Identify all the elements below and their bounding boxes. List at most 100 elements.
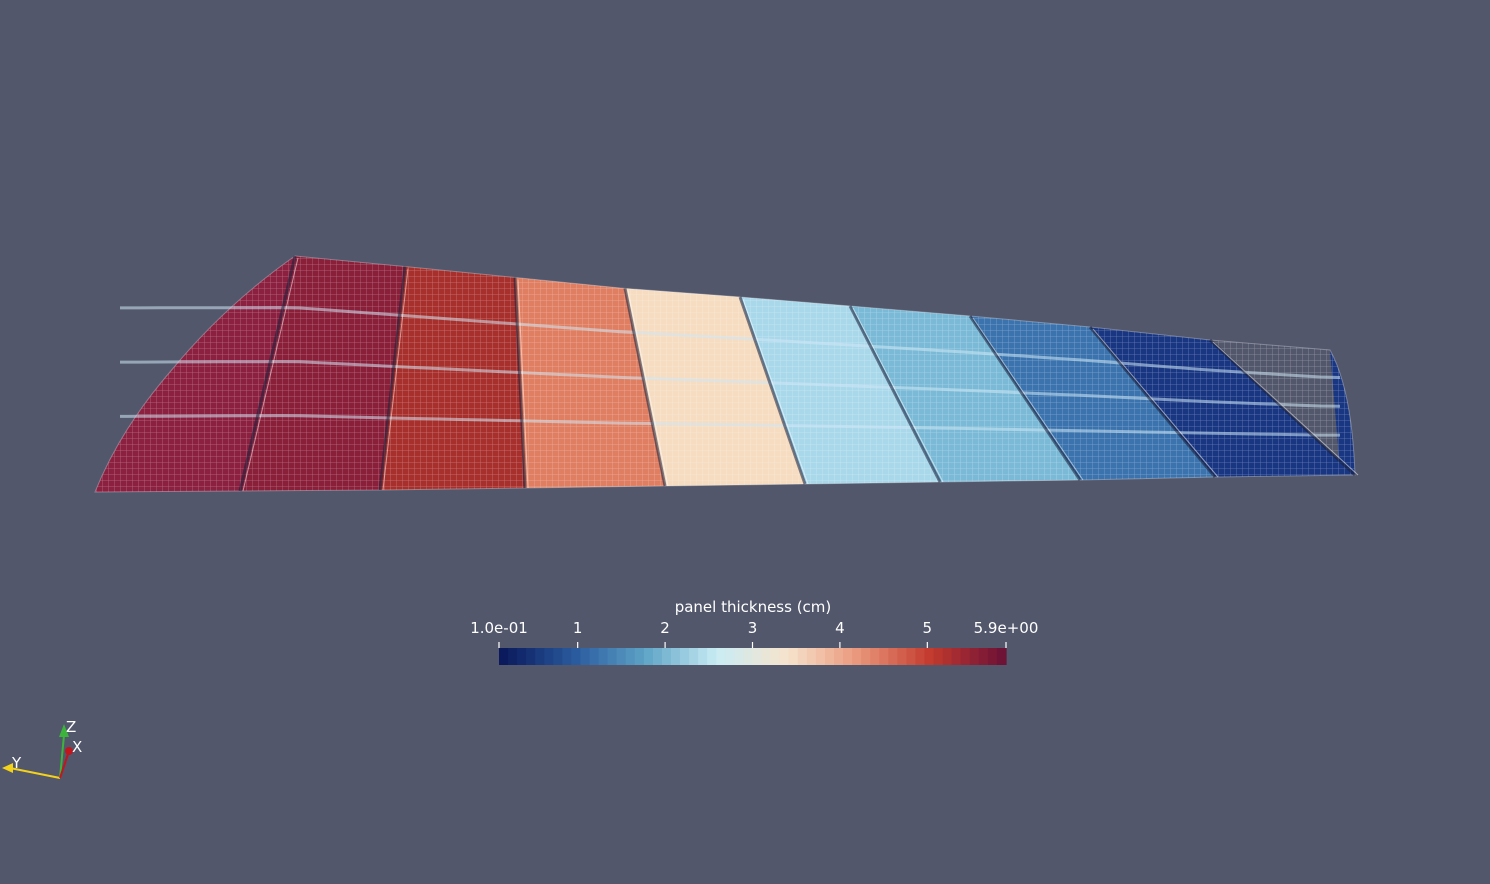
rib-highlight-3 <box>517 279 529 489</box>
colorbar-band <box>652 648 663 665</box>
colorbar-band <box>969 648 980 665</box>
colorbar-band <box>643 648 654 665</box>
colorbar-band <box>770 648 781 665</box>
colorbar-band <box>806 648 817 665</box>
colorbar-band <box>517 648 527 665</box>
rib-line-1 <box>238 255 297 492</box>
colorbar-band <box>634 648 645 665</box>
colorbar-band <box>924 648 935 665</box>
rib-line-4 <box>623 288 667 487</box>
colorbar-band <box>625 648 636 665</box>
rib-highlight-5 <box>742 298 809 485</box>
colorbar-band <box>978 648 989 665</box>
colorbar-band <box>824 648 835 665</box>
colorbar-tick-label: 5.9e+00 <box>973 619 1039 637</box>
colorbar-band <box>671 648 681 665</box>
y-axis-arrow <box>2 763 13 773</box>
mesh-lines <box>95 256 1355 492</box>
rib-line-2 <box>378 266 407 491</box>
rib-highlight-4 <box>627 290 669 487</box>
colorbar-band <box>996 648 1007 665</box>
colorbar-band <box>553 648 563 665</box>
colorbar-tick-label: 4 <box>835 619 845 637</box>
z-axis-label: Z <box>66 718 77 736</box>
colorbar-band <box>707 648 717 665</box>
colorbar-band <box>689 648 699 665</box>
colorbar-band <box>888 648 898 665</box>
colorbar-band <box>716 648 726 665</box>
colorbar-tick-label: 2 <box>660 619 670 637</box>
colorbar-band <box>562 648 573 665</box>
colorbar-band <box>815 648 826 665</box>
colorbar-tick-label: 3 <box>747 619 758 637</box>
colorbar-band <box>761 648 772 665</box>
colorbar-band <box>616 648 627 665</box>
colorbar-band <box>752 648 763 665</box>
rib-line-5 <box>738 296 807 485</box>
rib-highlight-8 <box>1092 328 1219 478</box>
colorbar-band <box>987 648 998 665</box>
colorbar-band <box>535 648 545 665</box>
colorbar-band <box>861 648 871 665</box>
rib-line-7 <box>968 315 1082 481</box>
x-axis-label: X <box>72 738 83 756</box>
colorbar-band <box>499 648 509 665</box>
colorbar-band <box>508 648 518 665</box>
colorbar-tick-label: 1.0e-01 <box>470 619 528 637</box>
colorbar-band <box>580 648 591 665</box>
rib-highlight-6 <box>852 307 944 483</box>
rib-line-8 <box>1088 326 1217 478</box>
colorbar-band <box>607 648 618 665</box>
colorbar-band <box>852 648 862 665</box>
colorbar-band <box>779 648 790 665</box>
spar-line-1 <box>120 360 1341 408</box>
colorbar-band <box>942 648 953 665</box>
rib-line-9 <box>1208 338 1357 477</box>
colorbar-band <box>833 648 844 665</box>
colorbar-band <box>870 648 880 665</box>
colorbar-band <box>951 648 962 665</box>
colorbar-band <box>526 648 536 665</box>
colorbar-band <box>915 648 926 665</box>
rib-highlight-2 <box>382 268 409 491</box>
spar-line-0 <box>120 306 1341 379</box>
rib-line-3 <box>513 277 527 489</box>
colorbar-tick-label: 1 <box>572 619 583 637</box>
colorbar-band <box>589 648 600 665</box>
colorbar-band <box>843 648 853 665</box>
colorbar-band <box>788 648 799 665</box>
x-axis-arrow <box>65 747 73 755</box>
y-axis-label: Y <box>12 754 22 772</box>
colorbar-band <box>680 648 690 665</box>
colorbar-band <box>897 648 908 665</box>
colorbar-band <box>725 648 735 665</box>
y-axis-line <box>9 767 61 779</box>
colorbar-band <box>797 648 808 665</box>
colorbar-band <box>571 648 582 665</box>
x-axis-line <box>59 753 69 779</box>
colorbar-band <box>698 648 708 665</box>
rib-highlight-1 <box>242 257 299 492</box>
z-axis-line <box>59 734 65 779</box>
colorbar-tick-label: 5 <box>922 619 933 637</box>
spar-line-2 <box>119 414 1340 437</box>
colorbar-band <box>879 648 889 665</box>
colorbar-band <box>743 648 754 665</box>
colorbar-band <box>933 648 944 665</box>
colorbar-band <box>544 648 554 665</box>
colorbar <box>498 642 1007 665</box>
orientation-axes <box>2 724 73 779</box>
rib-highlight-7 <box>972 317 1084 481</box>
colorbar-title: panel thickness (cm) <box>674 598 832 616</box>
colorbar-band <box>598 648 609 665</box>
rib-line-6 <box>848 305 942 483</box>
wing-mesh-grid <box>94 255 1359 493</box>
colorbar-band <box>734 648 745 665</box>
colorbar-band <box>906 648 917 665</box>
colorbar-band <box>960 648 971 665</box>
z-axis-arrow <box>59 724 69 737</box>
rib-highlight-9 <box>1212 341 1359 476</box>
colorbar-band <box>661 648 672 665</box>
